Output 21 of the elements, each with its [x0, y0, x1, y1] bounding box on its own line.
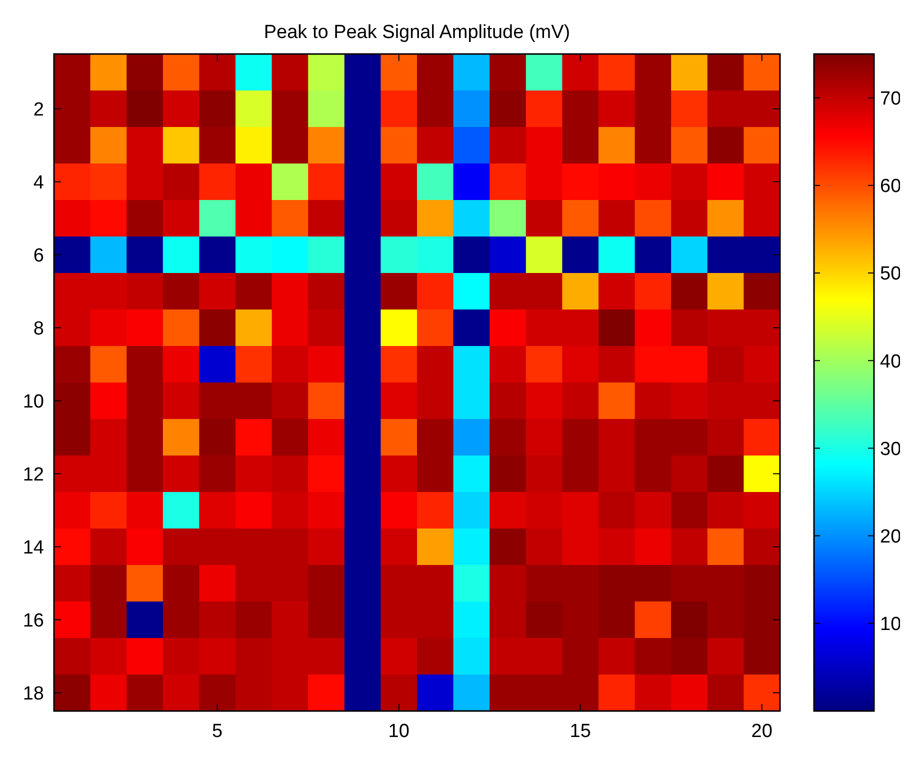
y-tick-label: 18: [22, 683, 44, 704]
color-bar-label: 50: [880, 264, 902, 285]
color-bar-label: 10: [880, 614, 902, 636]
x-tick-label: 20: [751, 721, 772, 742]
y-tick-label: 14: [22, 537, 44, 558]
y-tick-label: 8: [33, 318, 44, 340]
y-tick-label: 10: [22, 391, 44, 412]
y-tick-label: 2: [33, 99, 44, 120]
color-bar-label: 30: [880, 438, 902, 460]
y-tick-label: 4: [33, 172, 44, 194]
x-tick-label: 10: [388, 721, 410, 742]
x-tick-label: 15: [570, 721, 591, 742]
y-tick-label: 6: [33, 245, 44, 266]
color-bar-label: 40: [880, 351, 902, 372]
color-bar-label: 70: [880, 88, 902, 110]
x-tick-label: 5: [212, 721, 223, 742]
y-tick-label: 12: [22, 464, 44, 486]
color-bar-label: 20: [880, 526, 902, 548]
y-tick-label: 16: [22, 610, 44, 632]
color-bar-label: 60: [880, 176, 902, 198]
chart-title: Peak to Peak Signal Amplitude (mV): [264, 22, 570, 43]
